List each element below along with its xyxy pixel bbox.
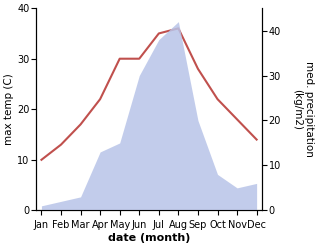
Y-axis label: med. precipitation
(kg/m2): med. precipitation (kg/m2) bbox=[292, 61, 314, 157]
X-axis label: date (month): date (month) bbox=[108, 233, 190, 243]
Y-axis label: max temp (C): max temp (C) bbox=[4, 73, 14, 145]
